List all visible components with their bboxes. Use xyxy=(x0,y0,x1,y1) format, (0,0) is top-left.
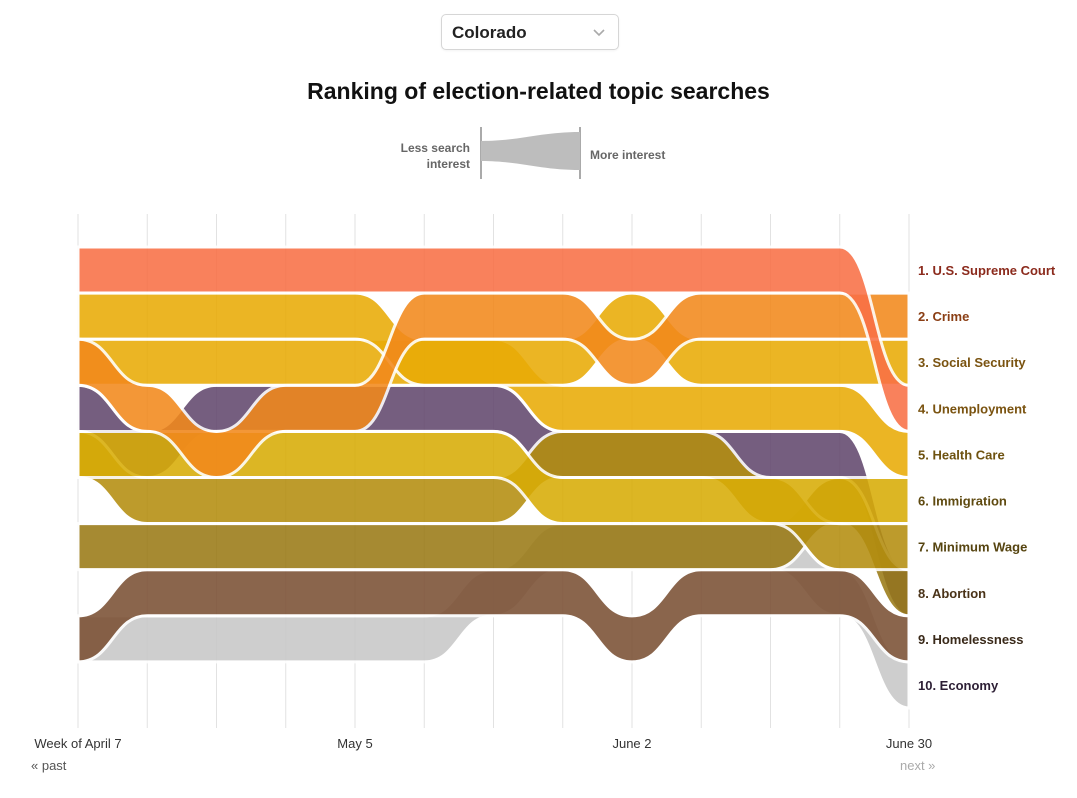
series-label: 10. Economy xyxy=(918,678,999,693)
state-select-value: Colorado xyxy=(452,23,527,42)
next-link[interactable]: next » xyxy=(900,758,936,773)
legend-more-label: More interest xyxy=(590,148,666,162)
legend-width-shape xyxy=(480,127,581,179)
series-label: 3. Social Security xyxy=(918,355,1026,370)
series-label: 8. Abortion xyxy=(918,586,986,601)
x-tick-label: May 5 xyxy=(337,736,372,751)
series-band-u-s-supreme-court[interactable] xyxy=(76,245,911,433)
legend-less-label: Less search interest xyxy=(400,141,470,171)
chart-title: Ranking of election-related topic search… xyxy=(307,78,770,104)
state-select[interactable]: Colorado xyxy=(441,14,619,50)
x-tick-label: Week of April 7 xyxy=(34,736,121,751)
series-label: 5. Health Care xyxy=(918,447,1005,462)
series-label: 1. U.S. Supreme Court xyxy=(918,263,1056,278)
past-link[interactable]: « past xyxy=(31,758,67,773)
series-label: 7. Minimum Wage xyxy=(918,540,1027,555)
series-label: 6. Immigration xyxy=(918,494,1007,509)
series-label: 9. Homelessness xyxy=(918,632,1024,647)
series-band-crime[interactable] xyxy=(76,291,911,479)
chevron-down-icon xyxy=(593,29,605,37)
series-label: 2. Crime xyxy=(918,309,969,324)
series-label: 4. Unemployment xyxy=(918,401,1027,416)
bump-chart: 1. U.S. Supreme Court 2. Crime 3. Social S… xyxy=(34,214,1056,751)
x-tick-label: June 2 xyxy=(612,736,651,751)
x-tick-label: June 30 xyxy=(886,736,932,751)
